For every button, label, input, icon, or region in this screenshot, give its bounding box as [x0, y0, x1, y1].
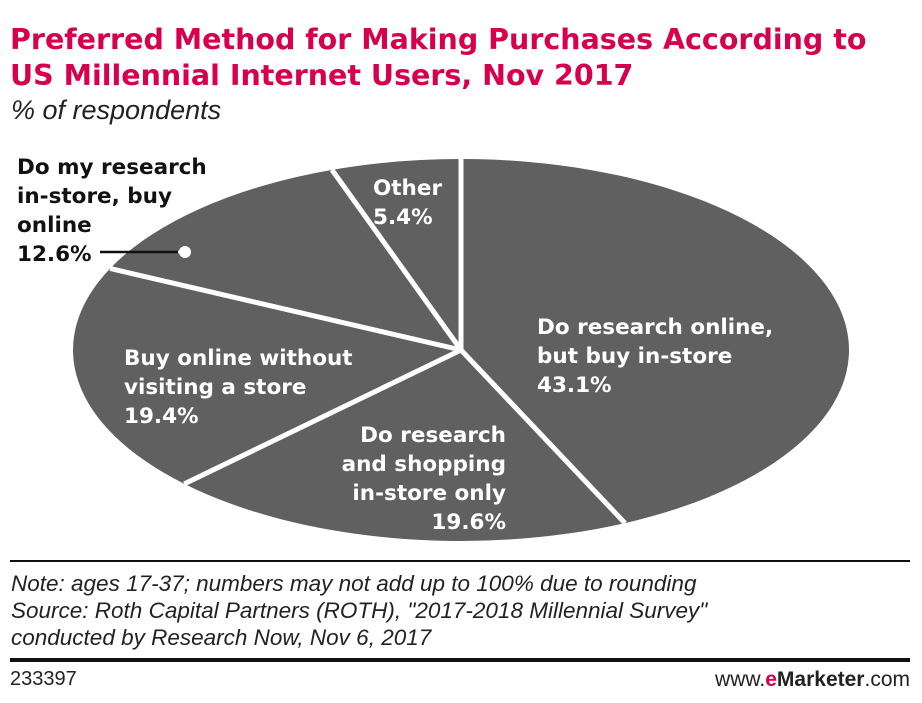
note-text: Note: ages 17-37; numbers may not add up…	[11, 571, 697, 596]
slice-label-line: in-store only	[352, 481, 506, 506]
leader-dot	[179, 246, 191, 258]
slice-label: Other 5.4%	[373, 176, 442, 230]
pie-slice	[72, 268, 461, 484]
slice-label-line: Do research online,	[537, 315, 773, 340]
chart-title: Preferred Method for Making Purchases Ac…	[10, 23, 867, 92]
source-text-line2: conducted by Research Now, Nov 6, 2017	[11, 625, 432, 650]
slice-label: Do my research in-store, buy online 12.6%	[17, 155, 207, 267]
pie-slice	[184, 350, 625, 541]
chart-note: Note: ages 17-37; numbers may not add up…	[11, 570, 916, 651]
note-rule	[10, 560, 910, 562]
chart-subtitle: % of respondents	[11, 95, 222, 125]
slice-label-line: Do my research	[17, 155, 207, 180]
slice-label-line: Do research	[360, 423, 506, 448]
slice-separator	[329, 168, 464, 352]
slice-separators	[109, 159, 627, 525]
slice-label-line: Other	[373, 176, 442, 201]
slice-label-line: online	[17, 213, 92, 238]
slice-separator	[183, 347, 463, 487]
leader-line	[100, 246, 191, 258]
pie-slice	[110, 169, 461, 350]
slice-labels: Do research online, but buy in-store 43.1%…	[17, 155, 773, 535]
slice-label-line: visiting a store	[124, 375, 306, 400]
slice-value-label: 43.1%	[537, 373, 612, 398]
slice-label: Do research and shopping in-store only 19.6…	[342, 423, 506, 535]
slice-value-label: 5.4%	[373, 205, 433, 230]
slice-label-line: in-store, buy	[17, 184, 172, 209]
pie-slices	[72, 159, 849, 541]
brand-prefix: www.	[715, 668, 766, 691]
emarketer-logo: www.eMarketer.com	[715, 668, 910, 692]
slice-value-label: 19.6%	[431, 510, 506, 535]
chart-id: 233397	[10, 668, 77, 690]
slice-value-label: 12.6%	[17, 242, 92, 267]
pie-slice	[461, 159, 849, 524]
slice-label: Buy online without visiting a store 19.4%	[124, 346, 353, 429]
source-text-line1: Source: Roth Capital Partners (ROTH), "2…	[11, 598, 708, 623]
slice-separator	[109, 266, 462, 353]
slice-separator	[459, 348, 627, 525]
brand-marketer: Marketer	[776, 668, 865, 691]
brand-e: e	[765, 668, 777, 691]
slice-label: Do research online, but buy in-store 43.1%	[537, 315, 773, 398]
slice-label-line: and shopping	[342, 452, 506, 477]
footer-rule	[10, 658, 910, 662]
slice-label-line: Buy online without	[124, 346, 353, 371]
slice-label-line: but buy in-store	[537, 344, 732, 369]
brand-suffix: .com	[864, 668, 910, 691]
slice-value-label: 19.4%	[124, 404, 199, 429]
